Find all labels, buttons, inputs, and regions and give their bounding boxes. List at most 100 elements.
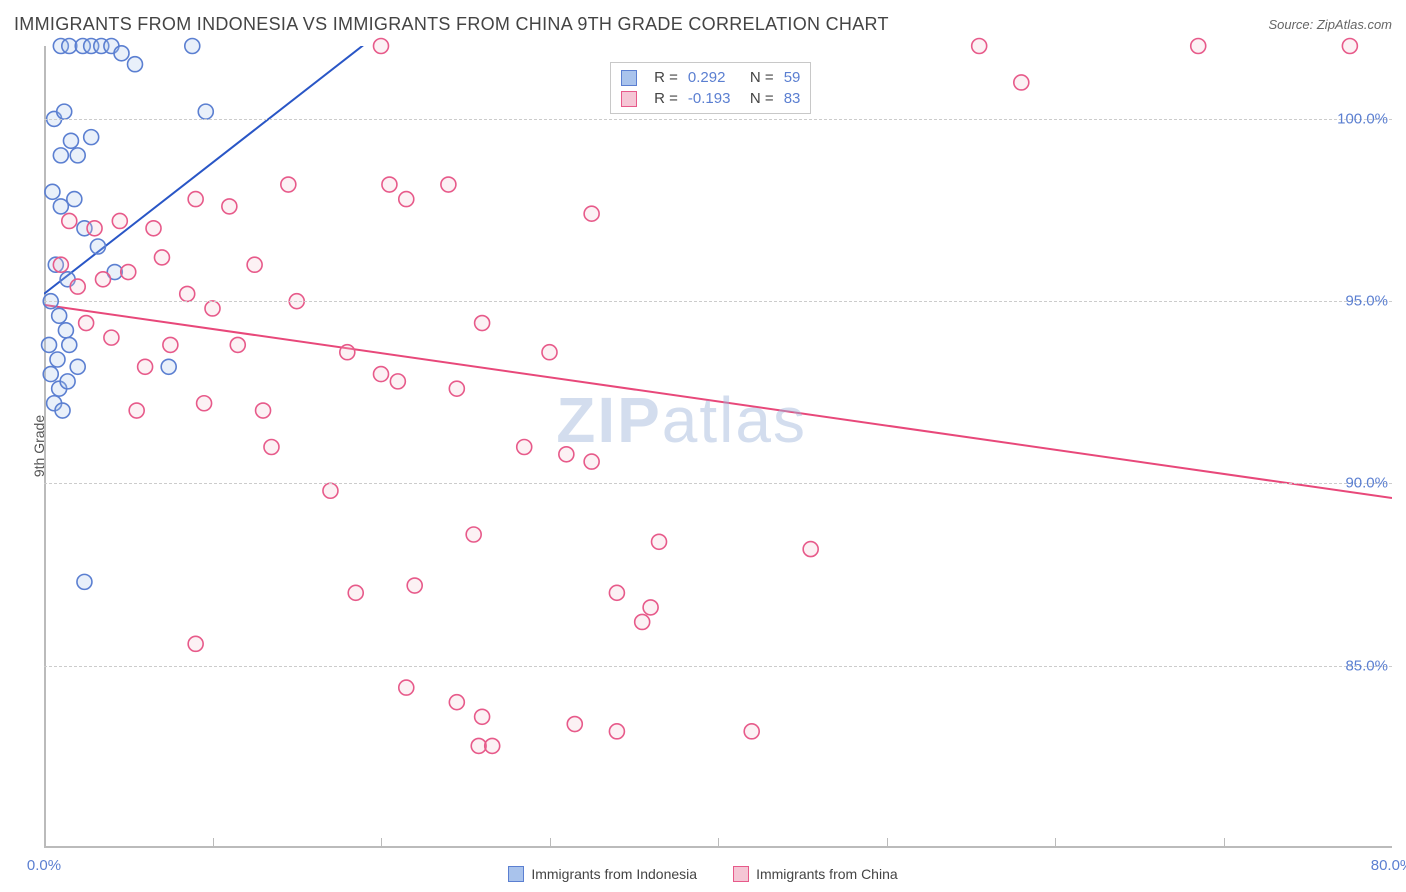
data-point	[449, 695, 464, 710]
x-tick-mark	[718, 838, 719, 848]
data-point	[95, 272, 110, 287]
data-point	[475, 709, 490, 724]
y-tick-label: 90.0%	[1345, 475, 1388, 492]
data-point	[52, 308, 67, 323]
data-point	[205, 301, 220, 316]
data-point	[972, 39, 987, 54]
x-tick-mark	[550, 838, 551, 848]
gridline	[44, 483, 1392, 484]
data-point	[53, 257, 68, 272]
data-point	[803, 542, 818, 557]
data-point	[79, 316, 94, 331]
data-point	[188, 192, 203, 207]
data-point	[281, 177, 296, 192]
x-tick-mark	[213, 838, 214, 848]
legend-r-value: -0.193	[688, 90, 740, 107]
data-point	[138, 359, 153, 374]
data-point	[50, 352, 65, 367]
series-legend: Immigrants from IndonesiaImmigrants from…	[0, 866, 1406, 882]
data-point	[542, 345, 557, 360]
data-point	[635, 614, 650, 629]
data-point	[407, 578, 422, 593]
y-tick-label: 95.0%	[1345, 293, 1388, 310]
legend-swatch	[621, 91, 637, 107]
data-point	[348, 585, 363, 600]
data-point	[127, 57, 142, 72]
data-point	[43, 367, 58, 382]
data-point	[643, 600, 658, 615]
data-point	[485, 738, 500, 753]
legend-swatch	[733, 866, 749, 882]
data-point	[609, 724, 624, 739]
data-point	[57, 104, 72, 119]
data-point	[197, 396, 212, 411]
data-point	[154, 250, 169, 265]
data-point	[390, 374, 405, 389]
legend-n-label: N =	[750, 69, 774, 86]
data-point	[1014, 75, 1029, 90]
series-legend-item: Immigrants from Indonesia	[508, 866, 697, 882]
series-legend-label: Immigrants from Indonesia	[531, 866, 697, 882]
y-tick-label: 100.0%	[1337, 110, 1388, 127]
data-point	[374, 39, 389, 54]
data-point	[180, 286, 195, 301]
trend-line	[44, 0, 1392, 294]
data-point	[567, 717, 582, 732]
data-point	[60, 374, 75, 389]
data-point	[230, 337, 245, 352]
legend-r-label: R =	[654, 69, 678, 86]
data-point	[42, 337, 57, 352]
legend-n-value: 59	[784, 69, 801, 86]
watermark: ZIPatlas	[556, 383, 807, 457]
legend-row: R = 0.292 N = 59	[621, 67, 800, 88]
data-point	[449, 381, 464, 396]
legend-n-value: 83	[784, 90, 801, 107]
data-point	[70, 359, 85, 374]
data-point	[114, 46, 129, 61]
data-point	[222, 199, 237, 214]
gridline	[44, 666, 1392, 667]
data-point	[129, 403, 144, 418]
data-point	[1342, 39, 1357, 54]
source-attribution: Source: ZipAtlas.com	[1268, 17, 1392, 32]
data-point	[77, 574, 92, 589]
legend-swatch	[621, 70, 637, 86]
data-point	[475, 316, 490, 331]
watermark-atlas: atlas	[662, 384, 807, 456]
data-point	[323, 483, 338, 498]
x-tick-mark	[1055, 838, 1056, 848]
chart-title: IMMIGRANTS FROM INDONESIA VS IMMIGRANTS …	[14, 14, 889, 35]
data-point	[247, 257, 262, 272]
data-point	[104, 330, 119, 345]
data-point	[62, 213, 77, 228]
data-point	[63, 133, 78, 148]
data-point	[67, 192, 82, 207]
data-point	[58, 323, 73, 338]
data-point	[374, 367, 389, 382]
legend-r-value: 0.292	[688, 69, 740, 86]
data-point	[146, 221, 161, 236]
legend-swatch	[508, 866, 524, 882]
data-point	[70, 148, 85, 163]
data-point	[62, 337, 77, 352]
data-point	[55, 403, 70, 418]
data-point	[1191, 39, 1206, 54]
gridline	[44, 301, 1392, 302]
data-point	[163, 337, 178, 352]
data-point	[70, 279, 85, 294]
watermark-zip: ZIP	[556, 384, 662, 456]
data-point	[340, 345, 355, 360]
data-point	[441, 177, 456, 192]
data-point	[382, 177, 397, 192]
data-point	[652, 534, 667, 549]
legend-n-label: N =	[750, 90, 774, 107]
x-tick-mark	[381, 838, 382, 848]
legend-r-label: R =	[654, 90, 678, 107]
x-tick-mark	[887, 838, 888, 848]
data-point	[399, 680, 414, 695]
y-tick-label: 85.0%	[1345, 657, 1388, 674]
data-point	[90, 239, 105, 254]
data-point	[264, 440, 279, 455]
correlation-legend: R = 0.292 N = 59 R = -0.193 N = 83	[610, 62, 811, 114]
data-point	[256, 403, 271, 418]
